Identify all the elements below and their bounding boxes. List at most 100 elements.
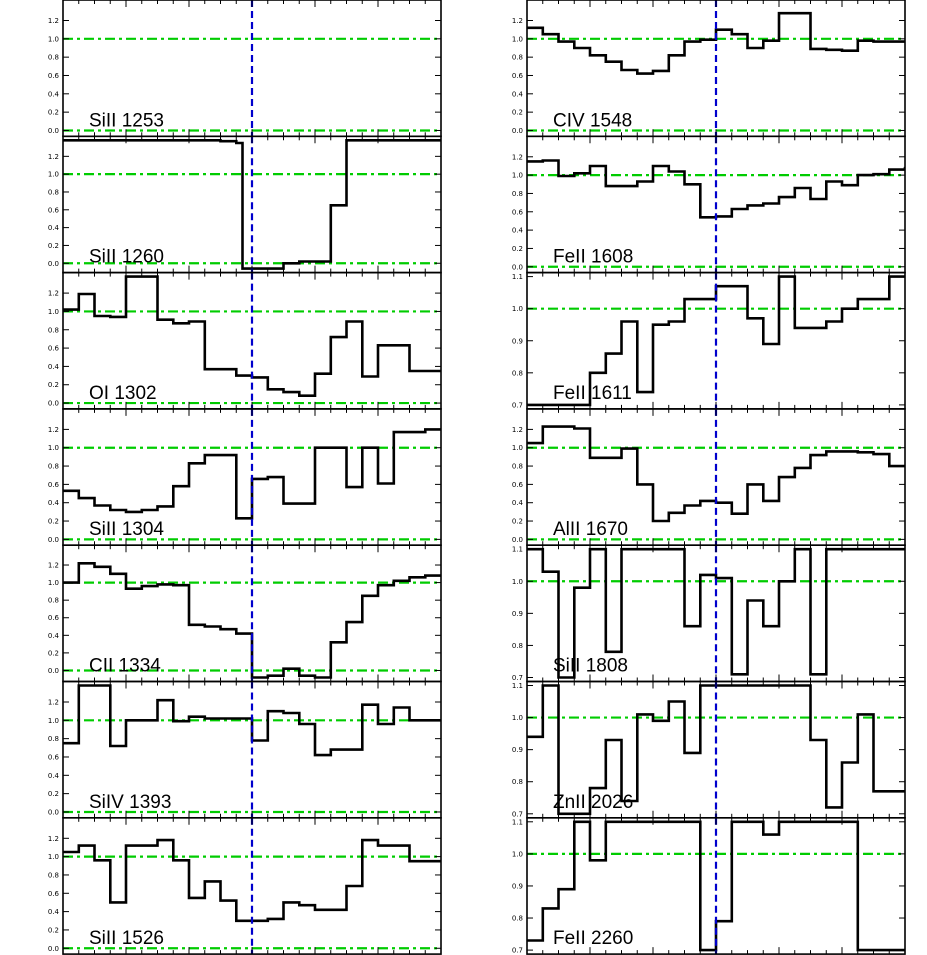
y-tick-label: 0.6 [48,614,60,622]
y-tick-label: 1.2 [48,153,59,161]
y-tick-label: 0.6 [48,72,60,80]
panel-alii-1670: 0.0 0.2 0.4 0.6 0.8 1.0 1.2 AlII 1670 [512,408,906,546]
y-tick-label: 1.2 [48,17,59,25]
y-tick-label: 0.6 [48,890,60,898]
y-tick-label: 0.4 [48,499,60,507]
y-tick-label: 0.0 [512,536,523,544]
y-tick-label: 1.0 [48,35,59,43]
flux-step-line [63,838,441,923]
panel-oi-1302: 0.0 0.2 0.4 0.6 0.8 1.0 1.2 OI 1302 [48,271,442,410]
y-tick-label: 0.0 [48,260,59,268]
y-tick-label: 1.0 [512,714,523,722]
y-tick-label: 1.0 [48,853,59,861]
y-tick-label: 1.0 [48,444,59,452]
y-tick-label: 0.6 [48,481,60,489]
y-tick-label: 1.2 [48,426,59,434]
ion-label: SiII 1253 [89,110,164,131]
ion-label: OI 1302 [89,383,157,404]
y-tick-label: 0.7 [512,674,523,682]
ion-label: CIV 1548 [553,110,632,131]
y-tick-label: 0.0 [48,945,59,953]
y-tick-label: 0.2 [48,518,59,526]
y-tick-label: 0.0 [512,127,523,135]
y-tick-label: 0.8 [48,326,59,334]
panel-feii-2260: 0.7 0.8 0.9 1.0 1.1 FeII 2260 [512,816,906,955]
panel-feii-1608: 0.0 0.2 0.4 0.6 0.8 1.0 1.2 FeII 1608 [512,135,906,274]
y-tick-label: 0.8 [48,871,59,879]
y-tick-label: 0.6 [48,345,60,353]
flux-step-line [527,159,905,219]
y-tick-label: 0.6 [48,206,60,214]
y-tick-label: 0.9 [512,746,523,754]
ion-label: SiIV 1393 [89,792,171,813]
y-tick-label: 0.8 [48,735,59,743]
y-tick-label: 0.8 [512,463,523,471]
y-tick-label: 0.6 [512,208,524,216]
y-tick-label: 0.8 [512,369,523,377]
y-tick-label: 0.6 [512,72,524,80]
y-tick-label: 0.0 [48,808,59,816]
y-tick-label: 0.7 [512,810,523,818]
y-tick-label: 0.8 [512,54,523,62]
ion-label: SiII 1808 [553,656,628,677]
flux-step-line [63,684,441,757]
y-tick-label: 1.2 [48,562,59,570]
y-tick-label: 1.1 [512,682,523,690]
y-tick-label: 1.0 [48,308,59,316]
y-tick-label: 0.2 [48,381,59,389]
y-tick-label: 0.2 [48,242,59,250]
ion-label: SiII 1260 [89,247,164,268]
y-tick-label: 0.0 [48,536,59,544]
panel-siiv-1393: 0.0 0.2 0.4 0.6 0.8 1.0 1.2 SiIV 1393 [48,680,442,819]
flux-step-line [527,11,905,75]
flux-step-line [527,684,905,816]
y-tick-label: 0.2 [48,109,59,117]
panel-znii-2026: 0.7 0.8 0.9 1.0 1.1 ZnII 2026 [512,680,906,819]
y-tick-label: 1.0 [48,579,59,587]
y-tick-label: 0.0 [48,127,59,135]
panel-siii-1808: 0.7 0.8 0.9 1.0 1.1 SiII 1808 [512,544,906,683]
y-tick-label: 0.9 [512,337,523,345]
y-tick-label: 0.2 [48,649,59,657]
flux-step-line [527,425,905,523]
y-tick-label: 0.4 [48,908,60,916]
y-tick-label: 0.4 [512,227,524,235]
y-tick-label: 0.8 [512,915,523,923]
y-tick-label: 1.2 [48,698,59,706]
ion-label: SiII 1304 [89,519,164,540]
panel-siii-1304: 0.0 0.2 0.4 0.6 0.8 1.0 1.2 SiII 1304 [48,408,442,546]
y-tick-label: 0.4 [48,224,60,232]
y-tick-label: 1.0 [512,850,523,858]
y-tick-label: 0.2 [48,926,59,934]
y-tick-label: 1.0 [48,171,59,179]
y-tick-label: 1.2 [512,153,523,161]
y-tick-label: 1.2 [512,17,523,25]
panel-feii-1611: 0.7 0.8 0.9 1.0 1.1 FeII 1611 [512,271,906,410]
y-tick-label: 0.8 [48,188,59,196]
y-tick-label: 0.4 [512,499,524,507]
y-tick-label: 0.2 [512,109,523,117]
ion-label: FeII 1611 [553,383,632,404]
y-tick-label: 0.4 [48,772,60,780]
ion-label: AlII 1670 [553,519,628,540]
y-tick-label: 0.2 [48,790,59,798]
y-tick-label: 0.4 [48,90,60,98]
y-tick-label: 0.4 [48,632,60,640]
y-tick-label: 1.0 [48,717,59,725]
flux-step-line [527,547,905,679]
y-tick-label: 1.2 [48,290,59,298]
y-tick-label: 1.0 [512,578,523,586]
ion-label: FeII 2260 [553,928,633,949]
panel-siii-1253: 0.0 0.2 0.4 0.6 0.8 1.0 1.2 SiII 1253 [48,0,442,138]
y-tick-label: 1.0 [512,444,523,452]
y-tick-label: 0.2 [512,245,523,253]
y-tick-label: 1.1 [512,546,523,554]
y-tick-label: 0.7 [512,401,523,409]
y-tick-label: 0.6 [512,481,524,489]
y-tick-label: 0.8 [48,597,59,605]
y-tick-label: 1.2 [512,426,523,434]
y-tick-label: 1.0 [512,172,523,180]
y-tick-label: 0.0 [512,263,523,271]
y-tick-label: 0.9 [512,882,523,890]
y-tick-label: 1.1 [512,273,523,281]
